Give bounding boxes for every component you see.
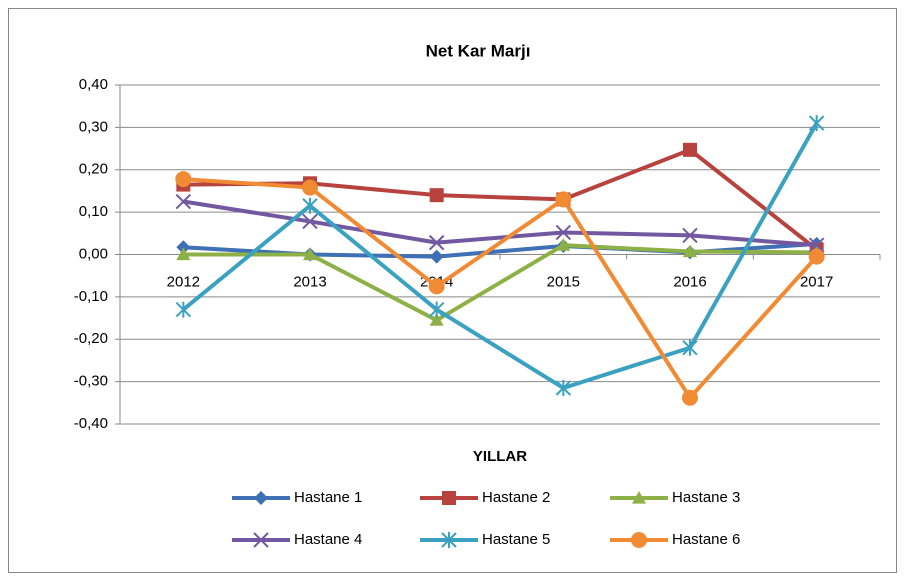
marker	[683, 244, 697, 258]
x-tick-label: 2013	[293, 273, 326, 290]
x-axis-title: YILLAR	[473, 448, 527, 465]
series-line	[182, 122, 819, 390]
series-line	[183, 147, 818, 251]
marker	[429, 313, 444, 326]
marker	[302, 213, 318, 230]
marker	[631, 532, 647, 548]
marker	[303, 247, 317, 261]
y-tick-label: 0,10	[79, 203, 108, 220]
x-tick-label: 2012	[167, 273, 200, 290]
marker	[808, 115, 825, 132]
marker	[442, 491, 456, 505]
marker	[682, 339, 698, 356]
legend-item: Hastane 1	[232, 489, 362, 506]
x-tick-label: 2016	[673, 273, 706, 290]
marker	[555, 379, 572, 396]
series-line	[183, 177, 819, 400]
y-tick-label: -0,20	[74, 330, 108, 347]
marker	[428, 278, 445, 295]
y-tick-label: 0,20	[79, 161, 108, 178]
marker	[682, 389, 698, 406]
legend-label: Hastane 6	[672, 531, 740, 548]
marker	[428, 301, 445, 318]
chart-border	[8, 8, 897, 573]
marker	[428, 234, 445, 251]
chart-title: Net Kar Marjı	[426, 41, 531, 60]
legend-item: Hastane 6	[610, 531, 740, 548]
y-tick-label: 0,30	[79, 118, 108, 135]
legend-label: Hastane 2	[482, 489, 550, 506]
legend-label: Hastane 5	[482, 531, 550, 548]
x-tick-label: 2017	[800, 273, 833, 290]
y-tick-label: 0,40	[79, 76, 108, 93]
marker	[808, 237, 825, 253]
series-line	[183, 199, 817, 248]
marker	[556, 238, 571, 251]
marker	[176, 240, 191, 255]
series-line	[183, 243, 817, 323]
y-tick-label: -0,40	[74, 415, 108, 432]
marker	[253, 532, 269, 548]
legend-label: Hastane 3	[672, 489, 740, 506]
marker	[555, 224, 572, 241]
marker	[176, 247, 191, 261]
marker	[683, 142, 697, 157]
marker	[175, 301, 192, 318]
y-tick-label: -0,30	[74, 373, 108, 390]
legend-item: Hastane 2	[420, 489, 550, 506]
marker	[302, 179, 318, 196]
legend-item: Hastane 3	[610, 489, 740, 506]
y-tick-label: 0,00	[79, 245, 108, 262]
legend-item: Hastane 5	[420, 531, 550, 548]
marker	[441, 532, 457, 548]
marker	[175, 193, 192, 210]
marker	[682, 227, 698, 244]
marker	[632, 491, 646, 504]
marker	[302, 197, 318, 214]
y-tick-label: -0,10	[74, 288, 108, 305]
marker	[175, 171, 192, 188]
marker	[808, 248, 825, 265]
marker	[429, 249, 444, 264]
x-tick-label: 2015	[547, 273, 580, 290]
marker	[429, 188, 444, 203]
legend-label: Hastane 1	[294, 489, 362, 506]
legend-label: Hastane 4	[294, 531, 362, 548]
legend-item: Hastane 4	[232, 531, 362, 548]
marker	[254, 491, 268, 505]
marker	[555, 191, 572, 208]
